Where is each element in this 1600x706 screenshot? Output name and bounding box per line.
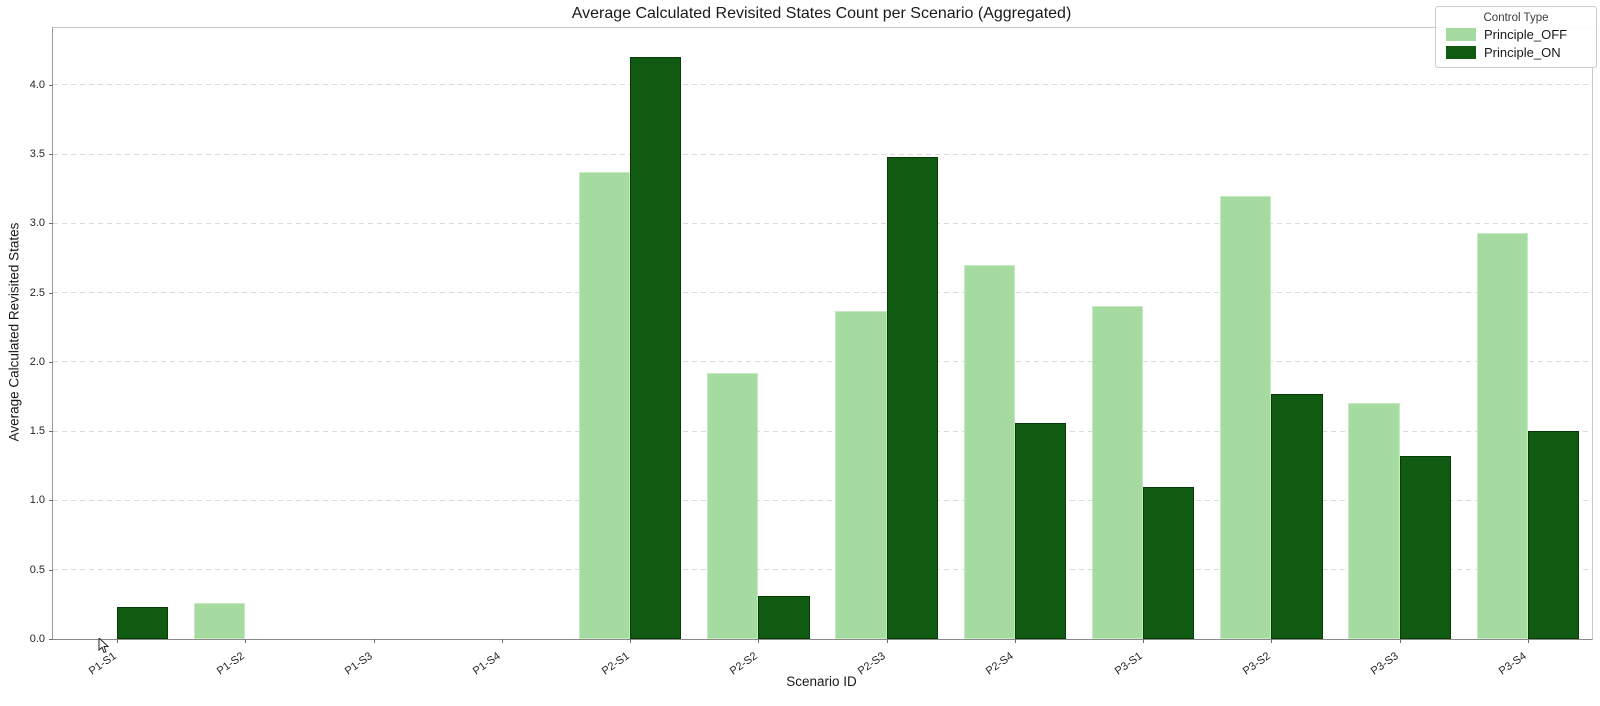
y-tick-mark <box>49 361 53 363</box>
gridline <box>53 499 1592 501</box>
y-tick-mark <box>49 500 53 502</box>
bar-principle_off-p3-s4 <box>1476 233 1528 639</box>
legend-entry-principle-off: Principle_OFF <box>1446 27 1586 42</box>
legend-label: Principle_ON <box>1484 45 1561 60</box>
bar-principle_off-p3-s2 <box>1220 195 1272 639</box>
gridline <box>53 430 1592 432</box>
legend-swatch-principle-on-icon <box>1446 46 1476 59</box>
x-tick-mark <box>886 639 888 643</box>
y-tick-label: 3.0 <box>29 217 45 230</box>
y-tick-mark <box>49 569 53 571</box>
gridline <box>53 153 1592 155</box>
bar-principle_on-p3-s1 <box>1143 486 1195 639</box>
y-tick-mark <box>49 154 53 156</box>
gridline <box>53 84 1592 86</box>
bar-principle_on-p2-s4 <box>1014 422 1067 639</box>
y-tick-label: 2.0 <box>29 355 45 368</box>
x-tick-mark <box>1527 639 1529 643</box>
bar-principle_on-p1-s1 <box>117 607 169 639</box>
bar-principle_off-p2-s4 <box>963 264 1015 639</box>
x-tick-mark <box>1143 639 1145 643</box>
y-tick-mark <box>49 292 53 294</box>
bar-principle_on-p2-s1 <box>630 57 682 639</box>
y-tick-mark <box>49 639 53 640</box>
x-tick-mark <box>1271 639 1273 643</box>
bar-principle_off-p1-s2 <box>194 602 246 639</box>
x-tick-mark <box>501 639 503 643</box>
bar-principle_on-p3-s2 <box>1271 393 1323 639</box>
x-tick-mark <box>1399 639 1401 643</box>
legend-title: Control Type <box>1483 12 1549 24</box>
legend-swatch-principle-off-icon <box>1446 28 1476 41</box>
bar-principle_on-p2-s2 <box>758 596 810 639</box>
x-axis-label: Scenario ID <box>786 674 857 689</box>
plot-area: 0.0 0.5 1.0 1.5 2.0 2.5 3.0 3.5 4.0 P1-S1 P1-S2 P1-… <box>30 27 1593 678</box>
gridline <box>53 569 1592 571</box>
gridline <box>53 361 1592 363</box>
y-tick-label: 0.5 <box>29 563 45 576</box>
bar-principle_off-p3-s1 <box>1091 306 1144 639</box>
bar-principle_off-p2-s2 <box>707 373 759 639</box>
y-tick-label: 4.0 <box>29 78 45 91</box>
bar-principle_off-p3-s3 <box>1348 403 1400 639</box>
chart-title: Average Calculated Revisited States Coun… <box>571 5 1072 22</box>
x-tick-mark <box>117 639 119 643</box>
y-tick-label: 2.5 <box>29 286 45 299</box>
y-tick-label: 3.5 <box>29 148 45 161</box>
x-tick-mark <box>245 639 247 643</box>
bar-principle_on-p2-s3 <box>886 156 938 639</box>
y-tick-label: 1.0 <box>29 494 45 507</box>
mouse-cursor-icon <box>98 638 110 654</box>
legend: Control Type Principle_OFF Principle_ON <box>1435 6 1597 68</box>
y-tick-mark <box>49 431 53 433</box>
y-tick-mark <box>49 223 53 225</box>
bar-principle_on-p3-s4 <box>1527 431 1580 639</box>
x-tick-mark <box>630 639 632 643</box>
legend-label: Principle_OFF <box>1484 27 1568 42</box>
x-tick-mark <box>373 639 375 643</box>
y-tick-mark <box>49 84 53 86</box>
gridline <box>53 292 1592 294</box>
bar-principle_off-p2-s3 <box>835 310 887 639</box>
x-tick-mark <box>1014 639 1016 643</box>
y-tick-label: 0.0 <box>29 633 45 645</box>
x-tick-mark <box>758 639 760 643</box>
legend-entry-principle-on: Principle_ON <box>1446 45 1586 60</box>
y-tick-label: 1.5 <box>29 425 45 438</box>
bar-principle_off-p2-s1 <box>578 172 631 639</box>
y-axis-label: Average Calculated Revisited States <box>6 222 22 442</box>
gridline <box>53 222 1592 224</box>
bar-principle_on-p3-s3 <box>1399 456 1451 639</box>
